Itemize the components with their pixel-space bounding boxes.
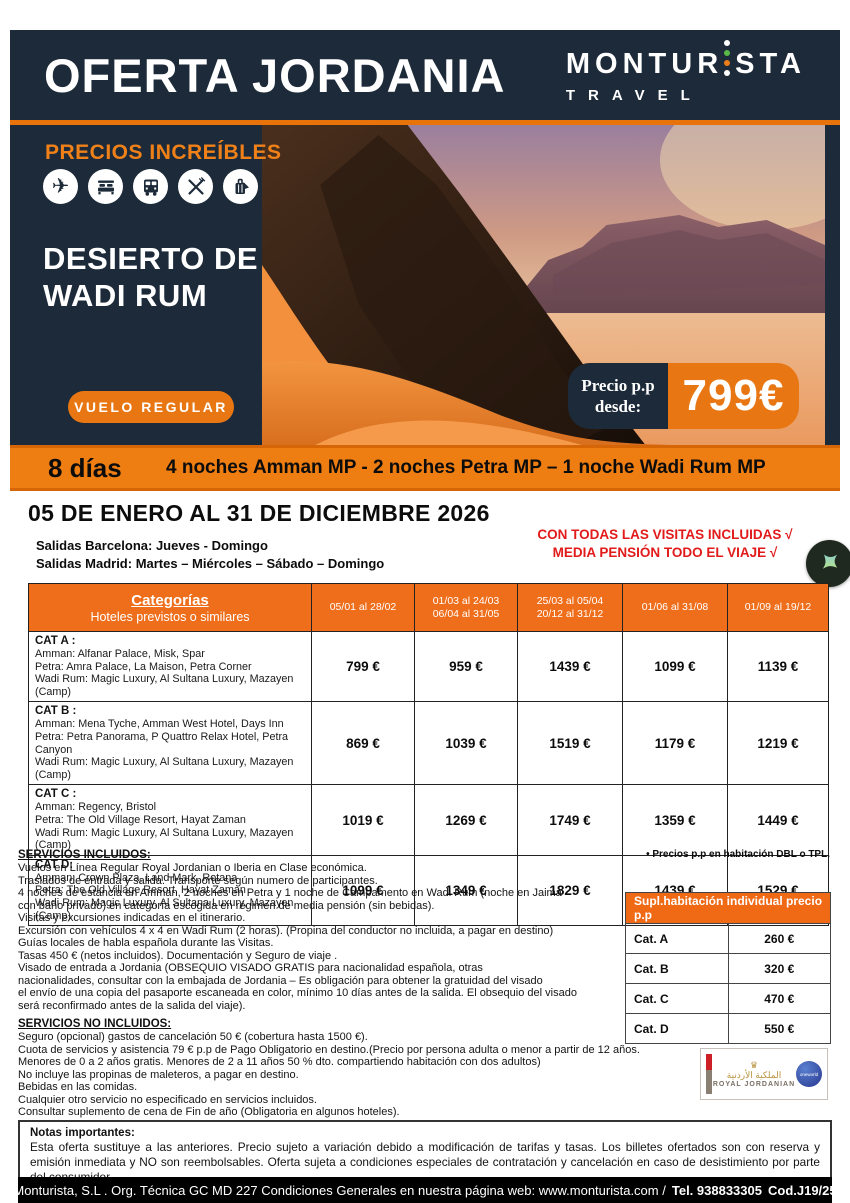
price-value: 799€ xyxy=(668,363,799,429)
royal-jordanian-logo: ♛ الملكية الأردنية ROYAL JORDANIAN onewo… xyxy=(700,1048,828,1100)
plane-icon: ✈ xyxy=(43,169,78,204)
oneworld-icon: oneworld xyxy=(796,1061,822,1087)
supplement-price: 320 € xyxy=(727,953,831,984)
period-header: 05/01 al 28/02 xyxy=(311,583,415,632)
price-cell: 959 € xyxy=(414,630,518,703)
services-section: SERVICIOS INCLUIDOS: Vuelos en Línea Reg… xyxy=(18,849,658,1119)
highlights: CON TODAS LAS VISITAS INCLUIDAS √ MEDIA … xyxy=(510,526,820,562)
table-row: Cat. A 260 € xyxy=(625,923,831,954)
bed-icon xyxy=(88,169,123,204)
services-included-title: SERVICIOS INCLUIDOS: xyxy=(18,849,151,861)
luggage-icon xyxy=(223,169,258,204)
price-badge: Precio p.p desde: 799€ xyxy=(568,363,799,429)
period-header: 01/09 al 19/12 xyxy=(727,583,829,632)
price-cell: 869 € xyxy=(311,701,415,786)
price-label: Precio p.p desde: xyxy=(568,363,668,429)
star-icon xyxy=(822,554,837,569)
footer-bar: Monturista, S.L . Org. Técnica GC MD 227… xyxy=(13,1177,837,1203)
period-header: 25/03 al 05/04 20/12 al 31/12 xyxy=(517,583,623,632)
logo-dots-icon xyxy=(724,39,731,76)
logo-text-left: MONTUR xyxy=(565,48,724,80)
page-title: OFERTA JORDANIA xyxy=(44,48,506,102)
departures: Salidas Barcelona: Jueves - Domingo Sali… xyxy=(36,537,384,573)
supplement-category: Cat. A xyxy=(625,923,729,954)
supplement-price: 470 € xyxy=(727,983,831,1014)
price-cell: 1019 € xyxy=(311,784,415,856)
rj-name-text: ROYAL JORDANIAN xyxy=(712,1080,796,1088)
services-not-included-title: SERVICIOS NO INCLUIDOS: xyxy=(18,1018,172,1030)
category-cell: CAT A : Amman: Alfanar Palace, Misk, Spa… xyxy=(28,630,312,703)
footer-phone: Tel. 938833305 xyxy=(671,1182,762,1198)
included-services-icons: ✈ xyxy=(43,169,258,204)
notes-title: Notas importantes: xyxy=(30,1127,135,1139)
supplement-price: 550 € xyxy=(727,1013,831,1044)
price-cell: 1829 € xyxy=(517,854,623,927)
table-row: Cat. C 470 € xyxy=(625,983,831,1014)
crown-icon: ♛ xyxy=(749,1059,759,1070)
price-cell: 1179 € xyxy=(622,701,728,786)
footer-company-info: Monturista, S.L . Org. Técnica GC MD 227… xyxy=(13,1182,666,1198)
price-cell: 1139 € xyxy=(727,630,829,703)
supplement-category: Cat. B xyxy=(625,953,729,984)
period-header: 01/03 al 24/03 06/04 al 31/05 xyxy=(414,583,518,632)
price-cell: 1039 € xyxy=(414,701,518,786)
duration-bar: 8 días 4 noches Amman MP - 2 noches Petr… xyxy=(10,445,840,491)
table-row: CAT A : Amman: Alfanar Palace, Misk, Spa… xyxy=(28,630,829,703)
price-cell: 1749 € xyxy=(517,784,623,856)
table-header-row: Categorías Hoteles previstos o similares… xyxy=(28,583,829,632)
category-cell: CAT D: Amman: Crown Plaza, Land Mark, Ro… xyxy=(28,854,312,927)
departure-barcelona: Salidas Barcelona: Jueves - Domingo xyxy=(36,538,268,553)
price-cell: 1359 € xyxy=(622,784,728,856)
route-label: 4 noches Amman MP - 2 noches Petra MP – … xyxy=(166,457,766,478)
rj-flag-stripe xyxy=(706,1054,712,1094)
supplement-price: 260 € xyxy=(727,923,831,954)
single-room-supplement-table: Supl.habitación individual precio p.p Ca… xyxy=(625,892,831,1044)
tagline: PRECIOS INCREÍBLES xyxy=(45,141,282,164)
logo-travel-label: TRAVEL xyxy=(565,86,703,104)
price-cell: 1439 € xyxy=(517,630,623,703)
footer-code: Cod.J19/25 xyxy=(767,1182,837,1198)
monturista-logo: MONTUR STA TRAVEL xyxy=(565,39,806,104)
supplement-header: Supl.habitación individual precio p.p xyxy=(625,892,831,924)
utensils-icon xyxy=(178,169,213,204)
table-footnote: • Precios p.p en habitación DBL o TPL. xyxy=(646,849,830,860)
table-row: Cat. B 320 € xyxy=(625,953,831,984)
flight-type-badge: VUELO REGULAR xyxy=(68,391,234,423)
supplement-category: Cat. D xyxy=(625,1013,729,1044)
price-cell: 1269 € xyxy=(414,784,518,856)
categories-header: Categorías Hoteles previstos o similares xyxy=(28,583,312,632)
price-cell: 1219 € xyxy=(727,701,829,786)
rj-arabic-text: الملكية الأردنية xyxy=(726,1069,782,1080)
price-cell: 1349 € xyxy=(414,854,518,927)
overlay-widget-button[interactable] xyxy=(806,540,850,587)
destination-line2: WADI RUM xyxy=(43,278,208,313)
price-cell: 1449 € xyxy=(727,784,829,856)
table-row: CAT B : Amman: Mena Tyche, Amman West Ho… xyxy=(28,701,829,786)
highlight-visits: CON TODAS LAS VISITAS INCLUIDAS √ xyxy=(537,527,793,542)
days-label: 8 días xyxy=(48,452,122,483)
destination-line1: DESIERTO DE xyxy=(43,241,259,276)
wadi-rum-desert-photo xyxy=(262,125,825,445)
hero-section: PRECIOS INCREÍBLES ✈ DESIERTO DE WADI RU… xyxy=(10,125,840,445)
category-cell: CAT B : Amman: Mena Tyche, Amman West Ho… xyxy=(28,701,312,786)
highlight-half-board: MEDIA PENSIÓN TODO EL VIAJE √ xyxy=(552,545,778,560)
price-cell: 1519 € xyxy=(517,701,623,786)
header-bar: OFERTA JORDANIA MONTUR STA TRAVEL xyxy=(10,30,840,120)
destination-title: DESIERTO DE WADI RUM xyxy=(43,240,258,314)
validity-title: 05 DE ENERO AL 31 DE DICIEMBRE 2026 xyxy=(28,500,490,526)
price-table: Categorías Hoteles previstos o similares… xyxy=(28,583,829,927)
header-divider xyxy=(10,120,840,125)
price-cell: 1099 € xyxy=(622,630,728,703)
price-cell: 1099 € xyxy=(311,854,415,927)
table-row: CAT C : Amman: Regency, Bristol Petra: T… xyxy=(28,784,829,856)
category-cell: CAT C : Amman: Regency, Bristol Petra: T… xyxy=(28,784,312,856)
supplement-category: Cat. C xyxy=(625,983,729,1014)
table-row: Cat. D 550 € xyxy=(625,1013,831,1044)
logo-text-right: STA xyxy=(735,48,806,80)
period-header: 01/06 al 31/08 xyxy=(622,583,728,632)
departure-madrid: Salidas Madrid: Martes – Miércoles – Sáb… xyxy=(36,556,385,571)
price-cell: 799 € xyxy=(311,630,415,703)
bus-icon xyxy=(133,169,168,204)
